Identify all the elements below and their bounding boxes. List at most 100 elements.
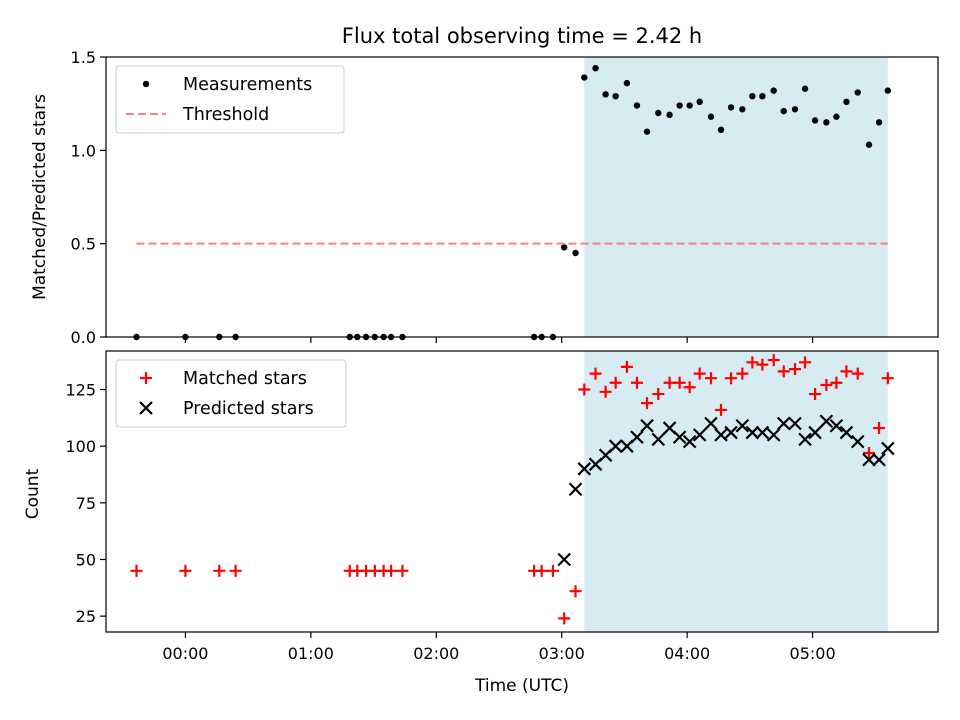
bottom-x-tick-label: 03:00 — [539, 644, 585, 663]
bottom-matched-stars-point — [746, 356, 759, 369]
bottom-legend-matched-stars-label: Matched stars — [183, 369, 307, 389]
top-measurements-point — [875, 119, 883, 126]
bottom-matched-stars-point — [546, 564, 559, 577]
bottom-legend-predicted-stars-label: Predicted stars — [183, 399, 314, 419]
top-measurements-point — [727, 104, 735, 111]
bottom-predicted-stars-point — [819, 414, 834, 429]
top-y-tick-label: 0.5 — [71, 235, 96, 254]
bottom-legend-box — [115, 359, 347, 428]
top-measurements-point — [759, 93, 766, 100]
bottom-matched-stars-point — [799, 356, 812, 369]
top-measurements-point — [749, 93, 756, 100]
top-y-axis-label: Matched/Predicted stars — [30, 94, 50, 300]
bottom-matched-stars-point — [578, 383, 591, 396]
bottom-predicted-stars-point — [704, 416, 718, 431]
bottom-predicted-stars-point — [682, 434, 697, 449]
bottom-matched-stars-point — [630, 376, 643, 389]
bottom-x-tick-label: 00:00 — [162, 644, 208, 663]
bottom-y-tick-label: 125 — [65, 381, 96, 400]
top-measurements-point — [884, 87, 892, 94]
top-legend-measurements-swatch — [142, 80, 150, 88]
bottom-legend-predicted-stars-swatch — [139, 401, 153, 415]
top-axes-frame — [105, 56, 939, 338]
bottom-predicted-stars-point — [755, 425, 770, 440]
bottom-x-tick-label: 01:00 — [288, 644, 334, 663]
bottom-matched-stars-point — [535, 564, 548, 577]
bottom-y-tick-label: 25 — [76, 607, 96, 626]
bottom-predicted-stars-point — [672, 430, 687, 444]
bottom-matched-stars-point — [863, 446, 876, 459]
bottom-predicted-stars-point — [608, 439, 623, 453]
bottom-matched-stars-point — [851, 367, 864, 380]
bottom-predicted-stars-point — [630, 430, 644, 444]
bottom-matched-stars-point — [840, 365, 853, 378]
bottom-predicted-stars-point — [808, 425, 822, 440]
top-measurements-point — [666, 111, 673, 119]
bottom-predicted-stars-point — [577, 462, 592, 476]
bottom-predicted-stars-point — [872, 452, 886, 467]
bottom-predicted-stars-point — [714, 428, 728, 442]
top-measurements-point — [780, 107, 787, 115]
top-measurements-point — [707, 113, 715, 120]
bottom-matched-stars-point — [777, 365, 790, 378]
bottom-matched-stars-point — [385, 564, 398, 577]
bottom-matched-stars-point — [641, 397, 654, 410]
top-legend-threshold-label: Threshold — [182, 105, 269, 125]
top-legend-box — [115, 65, 345, 134]
bottom-legend-matched-stars-swatch — [140, 372, 152, 384]
bottom-matched-stars-point — [599, 385, 612, 398]
bottom-predicted-stars-point — [724, 425, 738, 440]
bottom-predicted-stars-point — [881, 441, 895, 456]
bottom-matched-stars-point — [881, 372, 894, 385]
bottom-predicted-stars-point — [776, 416, 791, 431]
top-measurements-point — [581, 74, 588, 81]
top-measurements-point — [676, 102, 683, 109]
top-measurements-point — [561, 244, 568, 251]
top-legend: Measurements Threshold — [115, 65, 345, 134]
bottom-matched-stars-point — [673, 376, 686, 389]
top-measurements-point — [696, 98, 703, 106]
bottom-axes-frame — [105, 350, 939, 633]
bottom-matched-stars-point — [820, 378, 833, 391]
x-axis-label: Time (UTC) — [474, 676, 569, 696]
bottom-matched-stars-point — [683, 381, 696, 394]
bottom-matched-stars-point — [130, 564, 143, 577]
top-measurements-point — [602, 91, 609, 98]
bottom-matched-stars-point — [767, 354, 780, 367]
top-measurements-point — [572, 249, 579, 257]
chart-title: Flux total observing time = 2.42 h — [342, 24, 702, 48]
top-observing-span — [584, 57, 888, 337]
top-legend-measurements-label: Measurements — [183, 75, 312, 95]
bottom-y-axis-label: Count — [23, 468, 43, 519]
bottom-matched-stars-point — [736, 367, 749, 380]
top-measurements-point — [801, 85, 809, 92]
bottom-matched-stars-point — [715, 403, 728, 416]
bottom-matched-stars-point — [213, 564, 226, 577]
bottom-predicted-stars-point — [735, 419, 750, 433]
bottom-matched-stars-point — [693, 367, 706, 380]
bottom-y-tick-label: 75 — [76, 494, 96, 513]
bottom-matched-stars-point — [704, 372, 717, 385]
bottom-predicted-stars-point — [798, 432, 812, 447]
bottom-matched-stars-point — [652, 388, 665, 401]
bottom-matched-stars-point — [609, 376, 622, 389]
top-y-tick-label: 0.0 — [71, 328, 96, 347]
bottom-predicted-stars-point — [692, 428, 707, 442]
bottom-predicted-stars-point — [862, 452, 876, 467]
top-measurements-point — [823, 119, 830, 126]
bottom-predicted-stars-point — [829, 419, 844, 433]
bottom-legend: Matched stars Predicted stars — [115, 359, 347, 428]
bottom-predicted-stars-point — [651, 432, 666, 447]
bottom-predicted-stars-point — [839, 425, 854, 440]
bottom-matched-stars-point — [725, 372, 738, 385]
count-panel: 25 50 75 100 125 00:00 01:00 02:00 03:00 04:00 05:… — [65, 350, 939, 663]
top-measurements-point — [811, 117, 819, 124]
bottom-predicted-stars-point — [568, 482, 583, 497]
top-measurements-point — [686, 102, 693, 109]
top-measurements-point — [643, 128, 651, 135]
bottom-predicted-stars-point — [745, 425, 760, 440]
bottom-matched-stars-point — [558, 612, 571, 625]
bottom-matched-stars-point — [830, 376, 843, 389]
bottom-matched-stars-point — [789, 363, 802, 376]
